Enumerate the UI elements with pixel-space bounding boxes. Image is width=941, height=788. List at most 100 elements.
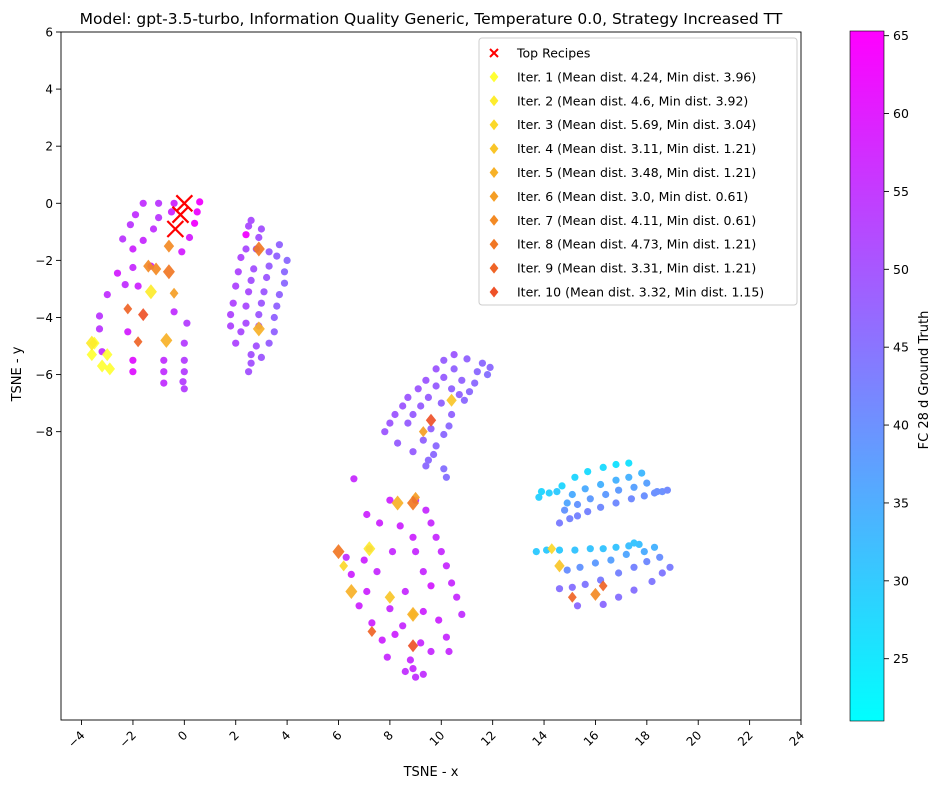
scatter-point bbox=[458, 610, 466, 619]
scatter-point bbox=[573, 512, 582, 520]
scatter-point bbox=[180, 339, 188, 347]
scatter-point bbox=[458, 376, 466, 384]
scatter-point bbox=[437, 548, 445, 556]
scatter-point bbox=[386, 419, 394, 427]
scatter-point bbox=[396, 522, 404, 530]
scatter-point bbox=[247, 216, 255, 224]
scatter-point bbox=[95, 312, 104, 320]
scatter-point bbox=[103, 291, 111, 299]
colorbar-gradient bbox=[849, 30, 885, 722]
scatter-point bbox=[460, 396, 468, 404]
scatter-point bbox=[196, 198, 204, 206]
scatter-point bbox=[247, 351, 255, 359]
iteration-marker bbox=[547, 543, 557, 555]
y-tick-label: −2 bbox=[35, 254, 53, 268]
colorbar-tick-label: 30 bbox=[893, 573, 909, 588]
x-tick-label: 0 bbox=[175, 728, 190, 743]
scatter-point bbox=[437, 399, 445, 407]
scatter-point bbox=[597, 480, 605, 489]
legend-marker-x-icon bbox=[489, 48, 499, 58]
scatter-point bbox=[185, 233, 194, 242]
scatter-point bbox=[553, 488, 561, 496]
scatter-point bbox=[273, 252, 281, 260]
colorbar-tick-label: 55 bbox=[893, 184, 909, 199]
legend-frame bbox=[478, 37, 798, 306]
scatter-point bbox=[129, 356, 137, 364]
top-recipe-marker bbox=[166, 220, 185, 238]
legend-entry-label: Iter. 1 (Mean dist. 4.24, Min dist. 3.96… bbox=[517, 69, 756, 84]
iteration-marker bbox=[123, 303, 133, 315]
scatter-point bbox=[615, 569, 623, 577]
scatter-point bbox=[427, 582, 435, 590]
scatter-point bbox=[465, 388, 474, 396]
x-axis-ticks: −4 −2 0 2 4 6 8 10 12 14 16 18 20 22 24 bbox=[65, 720, 807, 751]
scatter-point bbox=[406, 656, 414, 664]
scatter-point bbox=[640, 492, 648, 500]
scatter-point bbox=[566, 515, 574, 523]
legend-entry-label: Iter. 4 (Mean dist. 3.11, Min dist. 1.21… bbox=[517, 141, 756, 156]
scatter-point bbox=[563, 566, 571, 574]
scatter-point bbox=[247, 359, 255, 367]
scatter-point bbox=[638, 469, 646, 477]
scatter-point bbox=[612, 499, 620, 507]
scatter-point bbox=[417, 402, 425, 410]
scatter-point bbox=[586, 495, 594, 503]
scatter-point bbox=[257, 299, 265, 307]
legend-entry-label: Iter. 3 (Mean dist. 5.69, Min dist. 3.04… bbox=[517, 117, 756, 132]
scatter-point bbox=[440, 373, 448, 381]
scatter-point bbox=[368, 619, 376, 627]
scatter-point bbox=[483, 371, 492, 379]
iteration-marker bbox=[407, 606, 420, 622]
scatter-point bbox=[257, 225, 265, 233]
scatter-point bbox=[581, 580, 589, 589]
legend-entry-label: Iter. 6 (Mean dist. 3.0, Min dist. 0.61) bbox=[517, 189, 748, 204]
scatter-point bbox=[584, 468, 592, 476]
legend-marker-diamond-icon bbox=[489, 167, 499, 178]
scatter-point bbox=[625, 459, 633, 467]
scatter-point bbox=[263, 273, 271, 282]
scatter-point bbox=[612, 460, 620, 469]
scatter-point bbox=[568, 583, 576, 591]
legend-entry-label: Iter. 10 (Mean dist. 3.32, Min dist. 1.1… bbox=[517, 285, 764, 300]
scatter-point bbox=[383, 653, 391, 661]
scatter-point bbox=[576, 563, 584, 571]
scatter-point bbox=[394, 439, 402, 447]
legend-marker-diamond-icon bbox=[489, 286, 499, 298]
scatter-point bbox=[414, 385, 422, 393]
scatter-point bbox=[242, 302, 250, 310]
iteration-marker bbox=[102, 348, 113, 362]
colorbar-tick-label: 50 bbox=[893, 262, 909, 277]
scatter-point bbox=[424, 393, 432, 401]
scatter-point bbox=[640, 548, 648, 556]
scatter-point bbox=[242, 231, 250, 239]
scatter-point bbox=[129, 368, 137, 376]
iteration-marker bbox=[407, 639, 419, 653]
colorbar-tick-label: 35 bbox=[893, 495, 909, 510]
y-tick-label: 4 bbox=[45, 83, 53, 97]
scatter-point bbox=[260, 288, 268, 296]
iteration-marker bbox=[407, 495, 420, 511]
scatter-point bbox=[386, 496, 394, 504]
colorbar-tick-label: 25 bbox=[893, 651, 909, 666]
y-axis-label: TSNE - y bbox=[10, 346, 25, 402]
iteration-marker bbox=[598, 580, 608, 592]
scatter-point bbox=[545, 489, 553, 497]
scatter-point bbox=[612, 543, 620, 551]
scatter-point bbox=[412, 548, 420, 556]
scatter-point bbox=[648, 577, 656, 586]
scatter-point bbox=[191, 219, 199, 227]
x-tick-label: 10 bbox=[427, 728, 448, 749]
plot-area bbox=[95, 198, 674, 681]
scatter-point bbox=[160, 356, 168, 364]
scatter-point bbox=[440, 465, 448, 473]
scatter-point bbox=[445, 647, 453, 656]
scatter-point bbox=[440, 356, 448, 364]
scatter-point bbox=[586, 545, 594, 553]
scatter-point bbox=[242, 319, 250, 327]
iteration-marker bbox=[162, 264, 175, 280]
scatter-point bbox=[432, 442, 440, 450]
iteration-marker bbox=[133, 336, 143, 348]
scatter-point bbox=[422, 462, 430, 470]
iteration-marker bbox=[85, 335, 98, 351]
legend-marker-diamond-icon bbox=[489, 214, 499, 226]
